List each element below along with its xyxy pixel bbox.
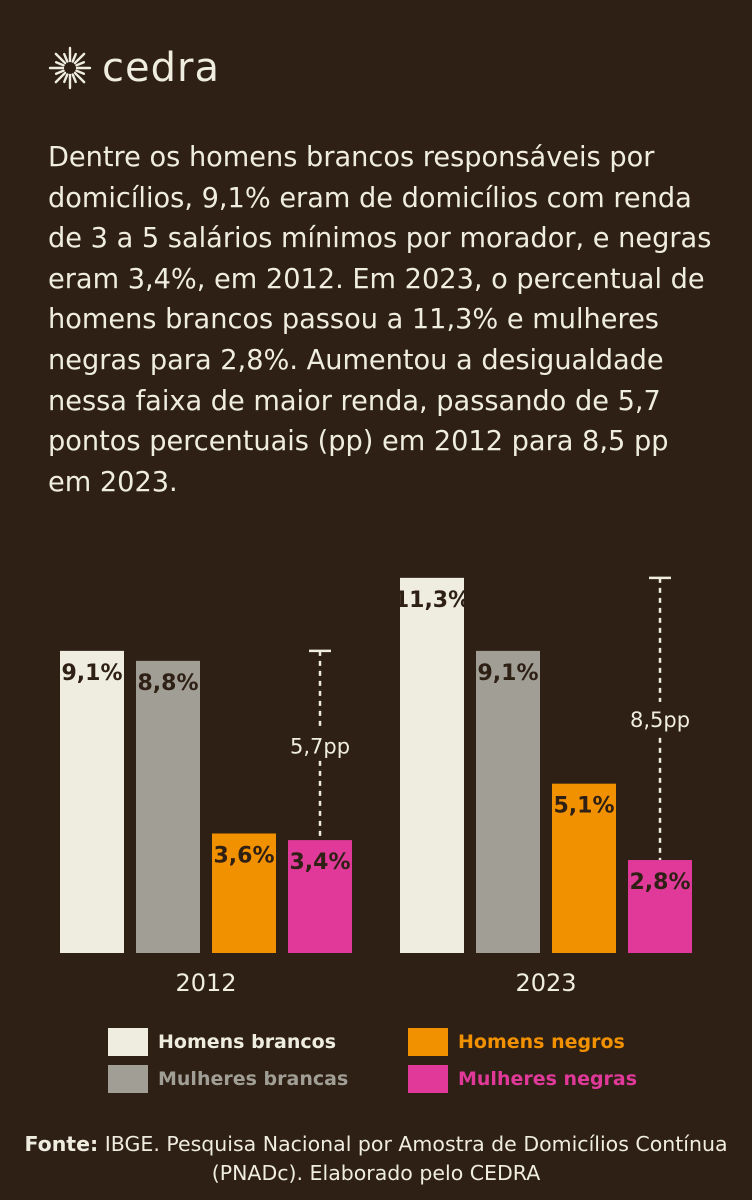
source-label: Fonte: — [24, 1132, 99, 1156]
category-label-2012: 2012 — [175, 969, 236, 997]
legend-swatch — [108, 1028, 148, 1056]
gap-label-2012: 5,7pp — [290, 735, 350, 759]
legend-swatch — [108, 1065, 148, 1093]
intro-paragraph: Dentre os homens brancos responsáveis po… — [48, 142, 712, 498]
gap-label-bg-2012 — [276, 728, 364, 761]
data-label-2012-3: 3,6% — [213, 843, 274, 868]
category-label-2023: 2023 — [515, 969, 576, 997]
legend-item-4: Mulheres negras — [408, 1064, 637, 1094]
legend-swatch — [408, 1065, 448, 1093]
data-label-2023-2: 9,1% — [477, 661, 538, 686]
bar-2012-3 — [212, 833, 276, 953]
data-label-2012-1: 9,1% — [61, 661, 122, 686]
data-label-2012-4: 3,4% — [289, 850, 350, 875]
bar-chart: 9,1% 8,8% 3,6% 3,4% 2012 5,7pp 11,3% 9,1% 5,1% 2,… — [60, 576, 704, 997]
legend-column-right: Homens negros Mulheres negras — [408, 1027, 637, 1101]
data-label-2023-4: 2,8% — [629, 870, 690, 895]
sun-burst-icon — [48, 46, 92, 90]
legend-item-2: Mulheres brancas — [108, 1064, 348, 1094]
legend-swatch — [408, 1028, 448, 1056]
data-label-2012-2: 8,8% — [137, 671, 198, 696]
bar-2023-4 — [628, 860, 692, 953]
data-label-2023-1: 11,3% — [394, 588, 470, 613]
legend-label: Homens brancos — [158, 1031, 337, 1053]
source-text: IBGE. Pesquisa Nacional por Amostra de D… — [98, 1132, 728, 1185]
gap-label-2023: 8,5pp — [630, 708, 690, 732]
data-label-2023-3: 5,1% — [553, 794, 614, 819]
bar-2023-2 — [476, 650, 540, 953]
legend-label: Mulheres brancas — [158, 1068, 349, 1090]
bar-2012-1 — [60, 650, 124, 953]
bar-2012-2 — [136, 660, 200, 953]
legend-item-1: Homens brancos — [108, 1027, 348, 1057]
gap-label-bg-2023 — [616, 701, 704, 734]
legend-item-3: Homens negros — [408, 1027, 637, 1057]
brand-logo: cedra — [48, 44, 220, 92]
legend-label: Mulheres negras — [458, 1068, 638, 1090]
legend-column-left: Homens brancos Mulheres brancas — [108, 1027, 348, 1101]
source-note: Fonte: IBGE. Pesquisa Nacional por Amost… — [0, 1130, 752, 1188]
legend-label: Homens negros — [458, 1031, 625, 1053]
bar-2012-4 — [288, 840, 352, 953]
bar-2023-3 — [552, 783, 616, 953]
bar-2023-1 — [400, 577, 464, 953]
brand-name: cedra — [102, 45, 220, 91]
